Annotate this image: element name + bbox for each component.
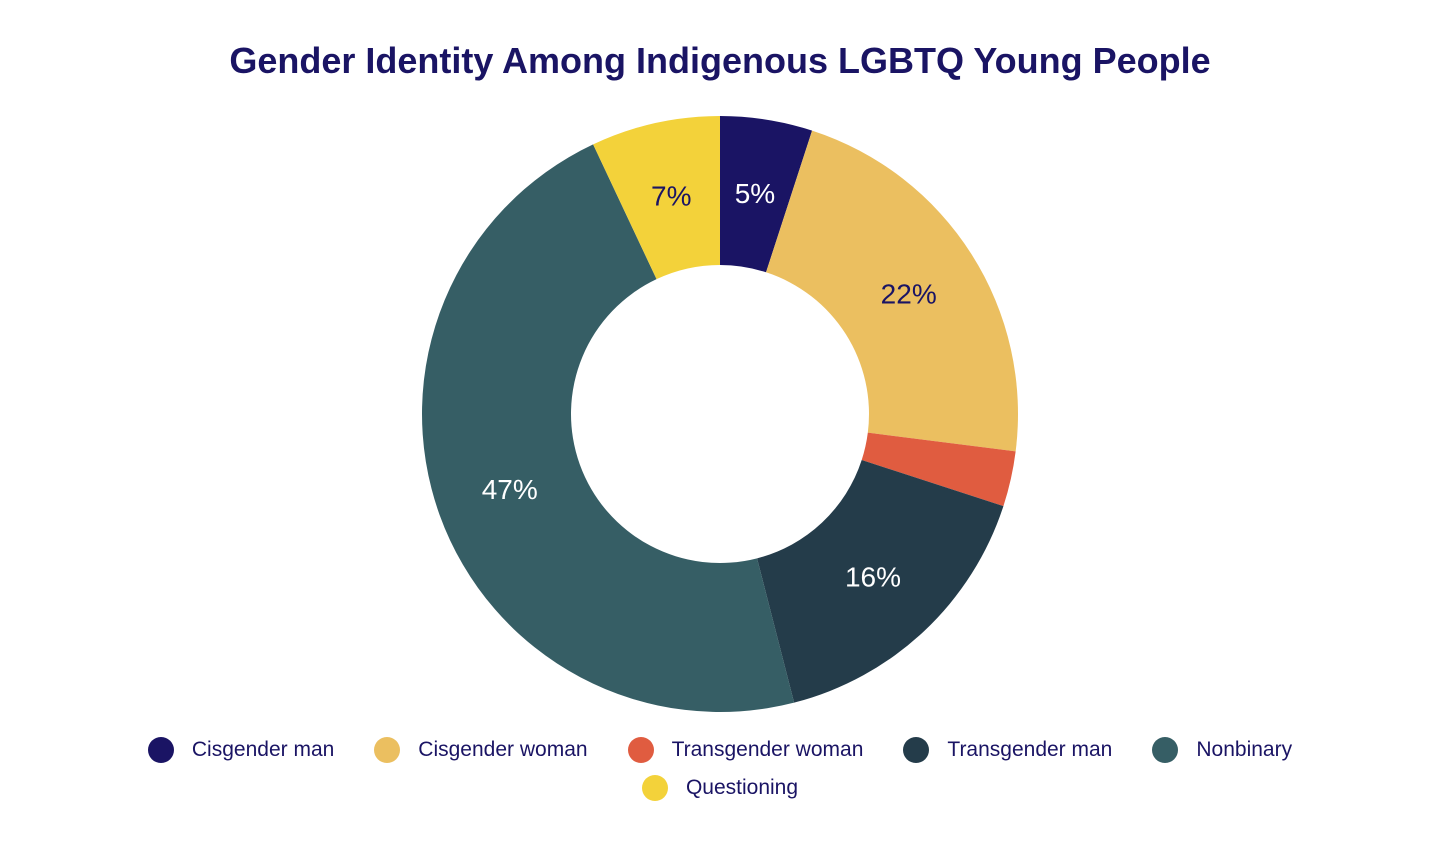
legend-swatch [374, 737, 401, 763]
slice-label-nonbinary: 47% [482, 474, 538, 505]
slice-label-cisgender-man: 5% [735, 178, 775, 209]
legend-item-cisgender-woman[interactable]: Cisgender woman [374, 736, 588, 764]
slice-labels-group: 5% 22% 16% 47% 7% [482, 178, 937, 593]
legend-swatch [627, 737, 654, 763]
legend-label: Nonbinary [1196, 738, 1293, 761]
legend-swatch [1152, 737, 1179, 763]
legend-item-cisgender-man[interactable]: Cisgender man [147, 736, 335, 764]
slice-label-questioning: 7% [651, 180, 691, 211]
legend-label: Cisgender woman [418, 738, 588, 761]
legend-item-transgender-woman[interactable]: Transgender woman [627, 736, 864, 764]
chart-legend: Cisgender man Cisgender woman Transgender … [120, 736, 1320, 802]
legend-label: Cisgender man [191, 738, 335, 761]
legend-label: Questioning [685, 776, 799, 799]
legend-item-nonbinary[interactable]: Nonbinary [1152, 736, 1292, 764]
slice-questioning[interactable] [593, 116, 720, 280]
slices-group [422, 116, 1018, 712]
slice-label-cisgender-woman: 22% [881, 279, 937, 310]
legend-item-questioning[interactable]: Questioning [641, 774, 799, 802]
slice-label-transgender-man: 16% [845, 561, 901, 592]
legend-label: Transgender man [947, 738, 1113, 761]
slice-nonbinary[interactable] [422, 144, 795, 712]
legend-swatch [641, 775, 668, 801]
legend-item-transgender-man[interactable]: Transgender man [903, 736, 1112, 764]
slice-transgender-man[interactable] [757, 460, 1004, 703]
slice-transgender-woman[interactable] [861, 432, 1016, 507]
legend-swatch [903, 737, 930, 763]
slice-cisgender-woman[interactable] [766, 130, 1018, 452]
chart-title: Gender Identity Among Indigenous LGBTQ Y… [229, 40, 1211, 81]
slice-cisgender-man[interactable] [720, 116, 813, 273]
legend-label: Transgender woman [671, 738, 864, 761]
legend-swatch [147, 737, 174, 763]
